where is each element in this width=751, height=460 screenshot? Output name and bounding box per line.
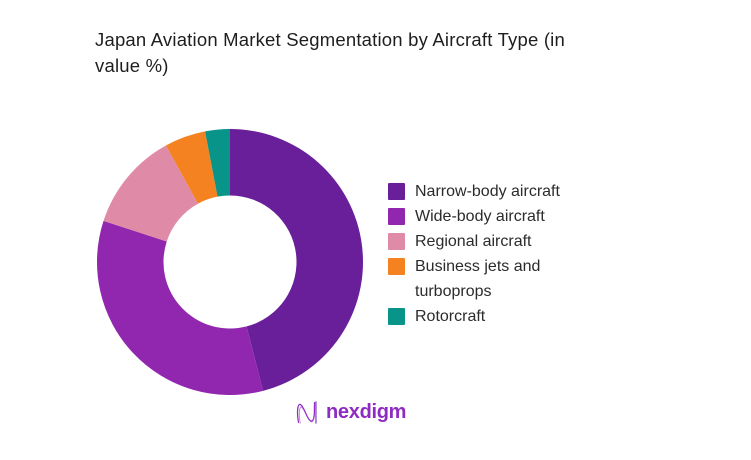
legend-label: Narrow-body aircraft <box>415 183 560 200</box>
legend: Narrow-body aircraft Wide-body aircraft Re… <box>388 179 587 329</box>
nexdigm-logo: nexdigm <box>294 398 406 427</box>
donut-slice-5 <box>205 129 230 197</box>
legend-label: Wide-body aircraft <box>415 208 545 225</box>
legend-label: Rotorcraft <box>415 308 486 325</box>
donut-slice-4 <box>165 131 218 204</box>
legend-swatch-icon <box>388 183 405 200</box>
legend-swatch-icon <box>388 308 405 325</box>
nexdigm-n-squiggle-icon <box>296 401 317 424</box>
legend-label: Business jets and turboprops <box>415 258 541 300</box>
chart-title: Japan Aviation Market Segmentation by Ai… <box>95 27 565 79</box>
legend-item: Rotorcraft <box>388 304 587 329</box>
donut-slice-3 <box>103 145 198 242</box>
chart-title-line-2: value %) <box>95 55 169 76</box>
legend-swatch-icon <box>388 208 405 225</box>
legend-item: Narrow-body aircraft <box>388 179 587 204</box>
legend-swatch-icon <box>388 233 405 250</box>
legend-label: Regional aircraft <box>415 233 532 250</box>
legend-item: Wide-body aircraft <box>388 204 587 229</box>
donut-chart <box>97 129 363 395</box>
legend-swatch-icon <box>388 258 405 275</box>
legend-item: Regional aircraft <box>388 229 587 254</box>
chart-title-line-1: Japan Aviation Market Segmentation by Ai… <box>95 29 565 50</box>
legend-item: Business jets and turboprops <box>388 254 587 304</box>
donut-slice-1 <box>230 129 363 391</box>
donut-slice-2 <box>97 220 264 395</box>
nexdigm-logo-text: nexdigm <box>326 401 407 423</box>
